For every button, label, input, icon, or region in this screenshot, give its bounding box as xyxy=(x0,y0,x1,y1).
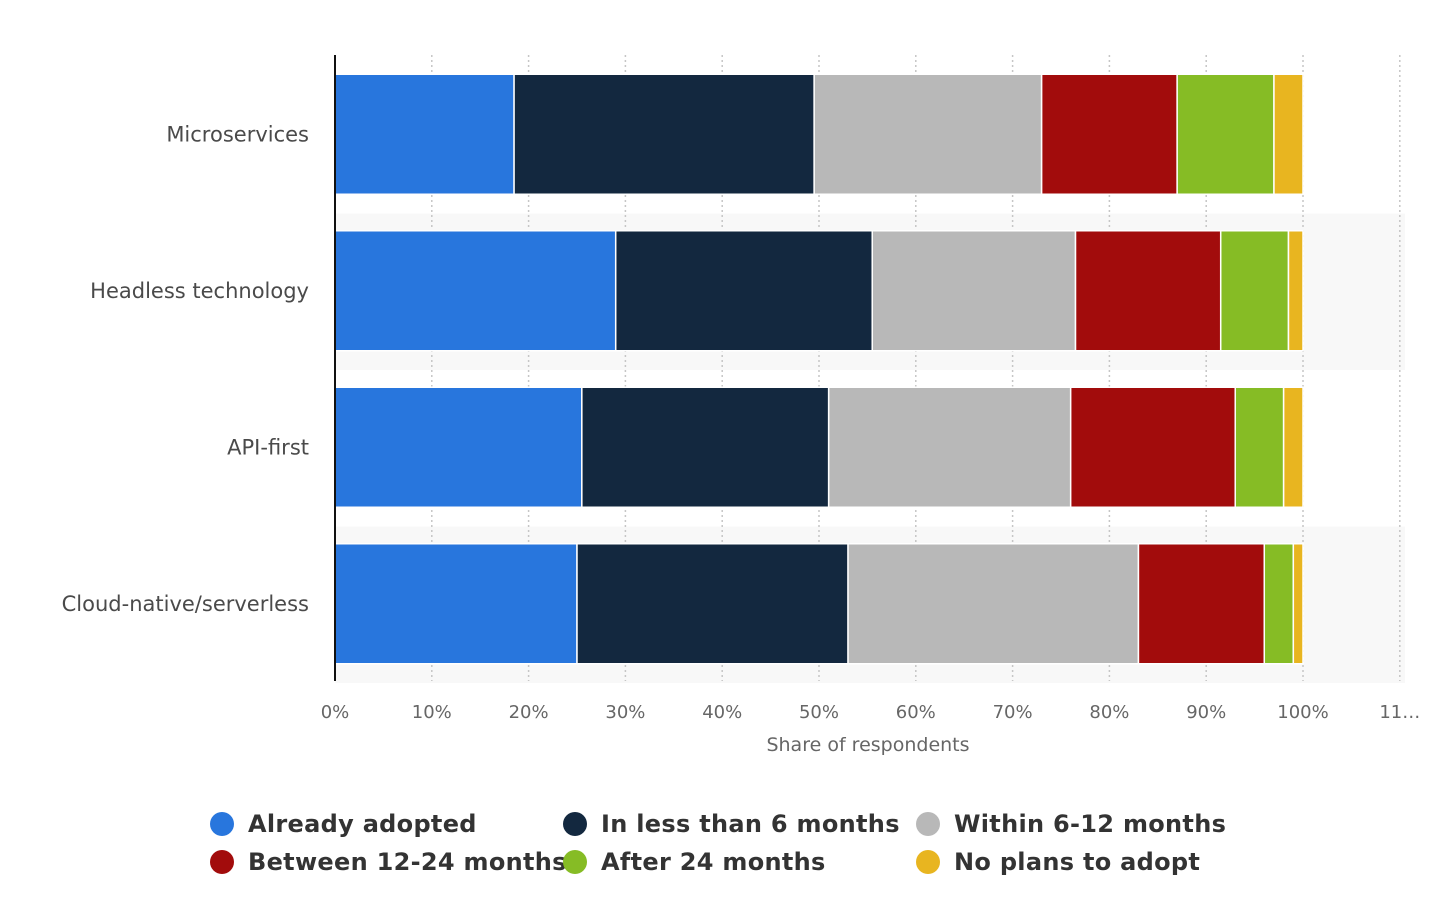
legend-color-dot xyxy=(916,812,940,836)
legend-color-dot xyxy=(210,812,234,836)
category-label: API-first xyxy=(227,435,309,459)
bars xyxy=(334,73,1304,665)
legend-color-dot xyxy=(563,850,587,874)
bar-segment[interactable] xyxy=(576,543,849,665)
category-labels: Microservices Headless technology API-firs… xyxy=(62,122,309,616)
legend-label: Already adopted xyxy=(248,810,477,838)
bar-segment[interactable] xyxy=(1292,543,1304,665)
bar-segment[interactable] xyxy=(827,386,1072,508)
bar-segment[interactable] xyxy=(334,73,515,195)
legend-color-dot xyxy=(916,850,940,874)
legend-label: Between 12-24 months xyxy=(248,848,567,876)
legend-item[interactable]: Already adopted xyxy=(210,806,477,842)
legend-label: In less than 6 months xyxy=(601,810,900,838)
bar-segment[interactable] xyxy=(813,73,1043,195)
bar-segment[interactable] xyxy=(1263,543,1295,665)
legend-color-dot xyxy=(563,812,587,836)
bar-segment[interactable] xyxy=(334,543,578,665)
legend-item[interactable]: Within 6-12 months xyxy=(916,806,1226,842)
x-axis-title: Share of respondents xyxy=(766,734,969,756)
x-tick-label: 40% xyxy=(702,702,742,723)
bar-segment[interactable] xyxy=(871,230,1077,352)
x-tick-label: 90% xyxy=(1186,702,1226,723)
x-tick-label: 0% xyxy=(321,702,350,723)
bar-segment[interactable] xyxy=(581,386,830,508)
bar-segment[interactable] xyxy=(614,230,873,352)
bar-segment[interactable] xyxy=(1137,543,1266,665)
bar-segment[interactable] xyxy=(1040,73,1178,195)
bar-segment[interactable] xyxy=(1219,230,1290,352)
bar-segment[interactable] xyxy=(1282,386,1304,508)
x-tick-label: 20% xyxy=(509,702,549,723)
x-tick-label: 100% xyxy=(1277,702,1328,723)
category-label: Headless technology xyxy=(90,279,309,303)
bar-segment[interactable] xyxy=(1287,230,1304,352)
legend-item[interactable]: No plans to adopt xyxy=(916,844,1200,880)
bar-segment[interactable] xyxy=(1176,73,1275,195)
bar-segment[interactable] xyxy=(1069,386,1236,508)
x-tick-label: 70% xyxy=(993,702,1033,723)
legend-label: Within 6-12 months xyxy=(954,810,1227,838)
bar-segment[interactable] xyxy=(1234,386,1285,508)
x-tick-label: 50% xyxy=(799,702,839,723)
x-tick-label: 60% xyxy=(896,702,936,723)
bar-segment[interactable] xyxy=(1273,73,1304,195)
category-label: Cloud-native/serverless xyxy=(62,592,309,616)
legend-label: After 24 months xyxy=(601,848,826,876)
legend-color-dot xyxy=(210,850,234,874)
legend-item[interactable]: In less than 6 months xyxy=(563,806,900,842)
x-tick-label: 30% xyxy=(605,702,645,723)
legend-item[interactable]: After 24 months xyxy=(563,844,826,880)
x-tick-label: 10% xyxy=(412,702,452,723)
x-tick-label: 80% xyxy=(1089,702,1129,723)
legend-item[interactable]: Between 12-24 months xyxy=(210,844,567,880)
category-label: Microservices xyxy=(166,122,309,146)
x-tick-labels: 0% 10% 20% 30% 40% 50% 60% 70% 80% 90% 100% 11… xyxy=(321,702,1421,723)
legend-label: No plans to adopt xyxy=(954,848,1201,876)
bar-segment[interactable] xyxy=(513,73,815,195)
bar-segment[interactable] xyxy=(847,543,1140,665)
bar-segment[interactable] xyxy=(334,386,583,508)
bar-segment[interactable] xyxy=(334,230,617,352)
x-tick-label: 11… xyxy=(1379,702,1420,723)
bar-segment[interactable] xyxy=(1074,230,1222,352)
